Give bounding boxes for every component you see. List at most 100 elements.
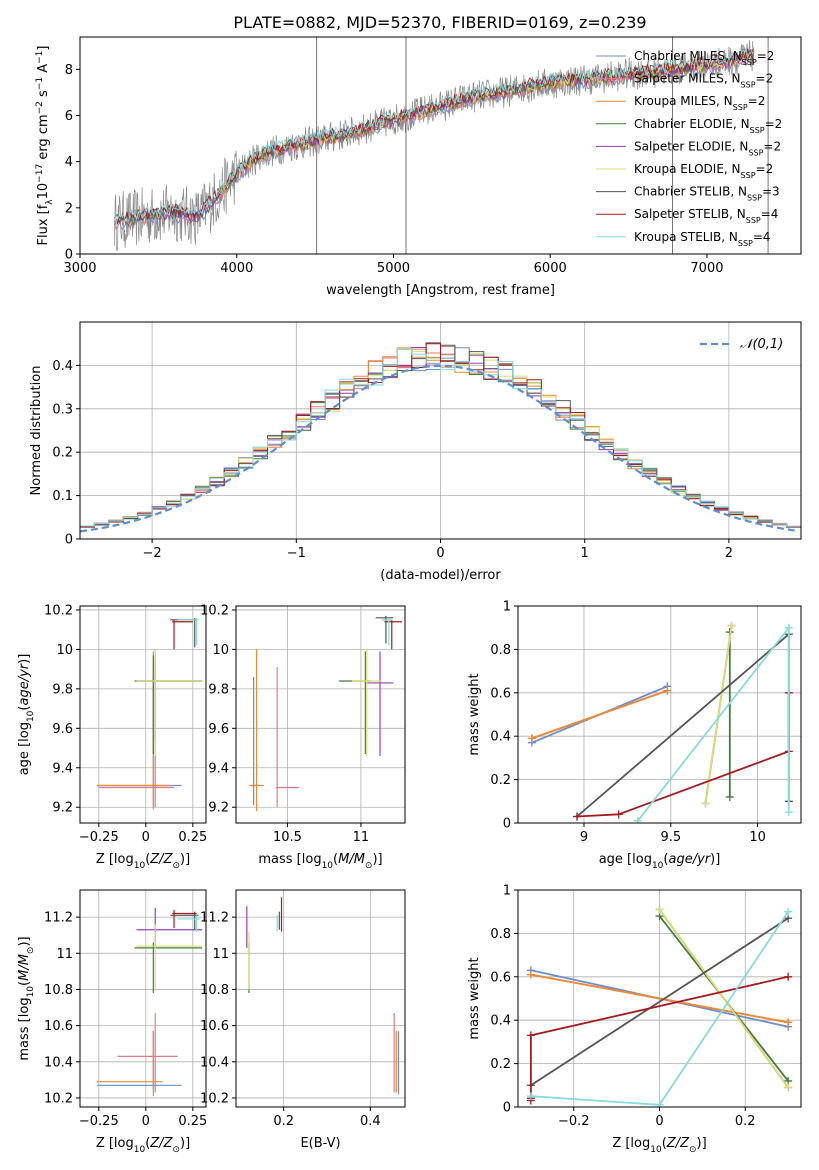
x-tick-label: 5000 bbox=[377, 261, 410, 276]
weight-line-2 bbox=[531, 689, 668, 740]
legend-suffix: =2 bbox=[756, 72, 774, 86]
y-tick-label: 10.8 bbox=[44, 983, 73, 998]
axes-frame bbox=[235, 605, 406, 824]
label-part: −1 bbox=[35, 51, 45, 64]
weight-marker-8 bbox=[526, 1092, 535, 1101]
x-tick-label: 10 bbox=[749, 830, 766, 845]
label-part: ( bbox=[17, 706, 32, 711]
label-part: Normed distribution bbox=[29, 366, 44, 496]
panel-residuals: −2 −1 0 1 2 0 0.1 0.2 0.3 0.4 𝒩(0,1) (data-model)/e… bbox=[29, 321, 802, 583]
y-tick-label: 0.4 bbox=[490, 1014, 511, 1029]
x-axis-label: age [log10(age/yr)] bbox=[599, 852, 721, 871]
label-part: ( bbox=[663, 852, 668, 867]
y-tick-label: 10.2 bbox=[200, 603, 229, 618]
panel-weight_vs_Z: −0.2 0 0.2 0 0.2 0.4 0.6 0.8 1 mass weight Z [log1… bbox=[467, 884, 802, 1155]
y-tick-label: 0.2 bbox=[490, 1057, 511, 1072]
weight-marker-5 bbox=[727, 621, 736, 630]
label-part: age [log bbox=[17, 722, 32, 775]
legend-label: Salpeter ELODIE, N bbox=[634, 139, 748, 153]
y-tick-label: 0 bbox=[65, 248, 73, 263]
x-tick-label: 3000 bbox=[63, 261, 96, 276]
axes-frame bbox=[79, 889, 207, 1108]
x-tick-label: 0 bbox=[142, 1114, 150, 1129]
y-tick-label: 0.6 bbox=[490, 686, 511, 701]
legend-suffix: =2 bbox=[763, 139, 781, 153]
legend-entry-0: Chabrier MILES, NSSP=2 bbox=[634, 49, 774, 67]
x-tick-label: 10.5 bbox=[273, 830, 302, 845]
x-tick-label: 6000 bbox=[534, 261, 567, 276]
legend-suffix: =4 bbox=[761, 207, 779, 221]
legend-suffix: =2 bbox=[765, 117, 783, 131]
y-tick-label: 2 bbox=[65, 201, 73, 216]
label-part: 10 bbox=[26, 986, 36, 998]
label-part: mass [log bbox=[17, 997, 32, 1060]
label-part: Z/Z bbox=[149, 852, 173, 867]
y-tick-label: 0.4 bbox=[490, 730, 511, 745]
legend-sub: SSP bbox=[742, 58, 757, 67]
label-part: Z [log bbox=[96, 1136, 134, 1151]
weight-marker-5 bbox=[784, 1083, 793, 1092]
label-part: Z [log bbox=[96, 852, 134, 867]
label-part: ] bbox=[36, 46, 51, 51]
label-part: )] bbox=[710, 852, 720, 867]
x-tick-label: 9.5 bbox=[660, 830, 681, 845]
y-axis-label: mass weight bbox=[467, 957, 482, 1039]
legend-label: Kroupa ELODIE, N bbox=[634, 162, 741, 176]
y-tick-label: 9.8 bbox=[208, 682, 229, 697]
legend-sub: SSP bbox=[733, 103, 748, 112]
y-tick-label: 10.6 bbox=[44, 1019, 73, 1034]
plot-area-weight_vs_Z bbox=[526, 905, 793, 1107]
y-tick-label: 0 bbox=[503, 817, 511, 832]
label-part: ⊙ bbox=[689, 1145, 697, 1155]
legend-label: Salpeter STELIB, N bbox=[634, 207, 746, 221]
y-tick-label: 1 bbox=[503, 884, 511, 899]
y-tick-label: 9.2 bbox=[52, 801, 73, 816]
x-tick-label: 0.25 bbox=[178, 830, 207, 845]
y-axis-label: Normed distribution bbox=[29, 366, 44, 496]
weight-marker-5 bbox=[701, 799, 710, 808]
model-spectrum-8 bbox=[114, 47, 755, 225]
legend-entry-5: Kroupa ELODIE, NSSP=2 bbox=[634, 162, 773, 180]
legend-suffix: =2 bbox=[757, 49, 775, 63]
legend-entry-7: Salpeter STELIB, NSSP=4 bbox=[634, 207, 778, 225]
legend-sub: SSP bbox=[741, 171, 756, 180]
weight-marker-2 bbox=[527, 734, 536, 743]
label-part: )] bbox=[697, 1136, 707, 1151]
legend-sub: SSP bbox=[746, 216, 761, 225]
legend-entry-8: Kroupa STELIB, NSSP=4 bbox=[634, 230, 771, 248]
y-tick-label: 11 bbox=[56, 947, 73, 962]
y-tick-label: 9.6 bbox=[52, 722, 73, 737]
label-part: ⊙ bbox=[365, 861, 373, 871]
weight-marker-8 bbox=[784, 808, 793, 817]
x-tick-label: 2 bbox=[725, 546, 733, 561]
axes-frame bbox=[79, 605, 207, 824]
weight-marker-2 bbox=[784, 1018, 793, 1027]
y-tick-label: 0 bbox=[65, 533, 73, 548]
label-part: 10 bbox=[650, 1145, 662, 1155]
figure-title: PLATE=0882, MJD=52370, FIBERID=0169, z=0… bbox=[233, 13, 646, 32]
label-part: )] bbox=[17, 936, 32, 946]
panels: 3000 4000 5000 6000 7000 0 2 4 6 8 Chabrier MILES,… bbox=[17, 36, 802, 1155]
x-axis-label: mass [log10(M/M⊙)] bbox=[258, 852, 382, 871]
legend-entry-3: Chabrier ELODIE, NSSP=2 bbox=[634, 117, 782, 135]
y-tick-label: 9.4 bbox=[52, 761, 73, 776]
label-part: 10 bbox=[134, 861, 146, 871]
x-axis-label: wavelength [Angstrom, rest frame] bbox=[326, 283, 555, 298]
weight-marker-2 bbox=[526, 970, 535, 979]
label-part: −17 bbox=[35, 164, 45, 183]
y-tick-label: 10.4 bbox=[200, 1055, 229, 1070]
model-spectrum-6 bbox=[114, 49, 755, 224]
y-tick-label: 0.1 bbox=[52, 489, 73, 504]
y-tick-label: 9.6 bbox=[208, 722, 229, 737]
x-tick-label: −0.2 bbox=[558, 1114, 590, 1129]
normal-curve bbox=[80, 364, 799, 533]
y-axis-label: mass weight bbox=[467, 673, 482, 755]
plot-area-spectrum bbox=[114, 37, 769, 254]
weight-line-2 bbox=[530, 973, 789, 1024]
y-tick-label: 10.8 bbox=[200, 983, 229, 998]
weight-marker-7 bbox=[614, 810, 623, 819]
y-axis-label: Flux [fλ10−17 erg cm−2 s−1 A−1] bbox=[35, 46, 55, 246]
y-tick-label: 11.2 bbox=[200, 911, 229, 926]
